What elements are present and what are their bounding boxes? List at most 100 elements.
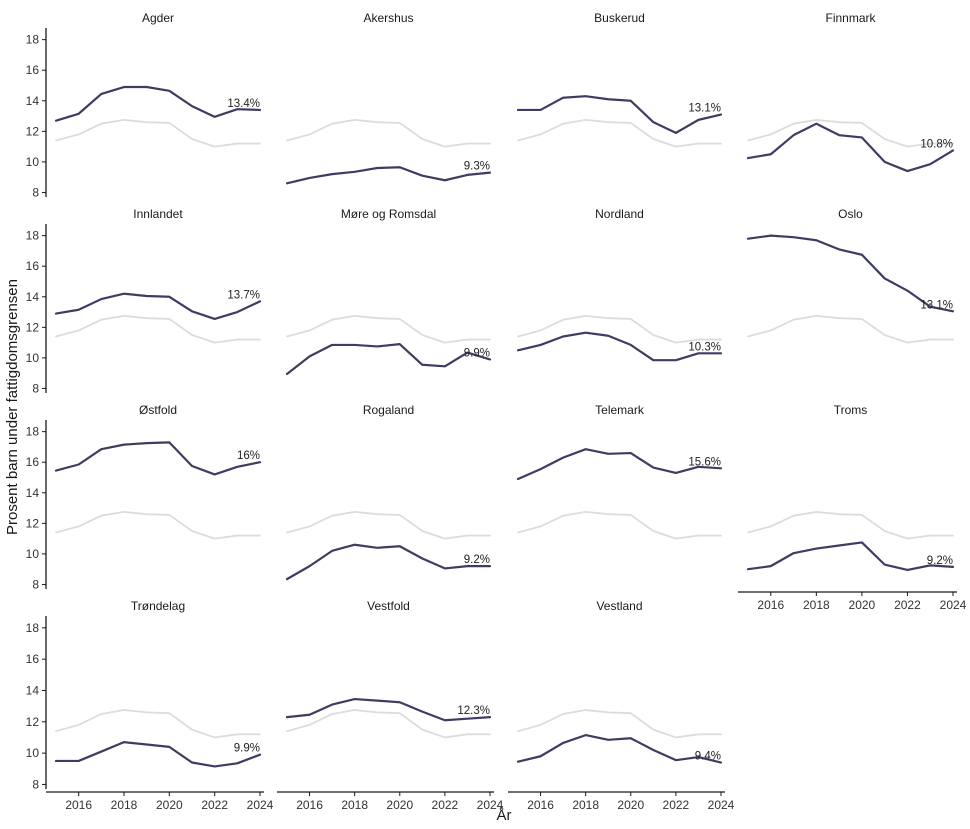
background-series-line <box>747 314 954 344</box>
x-tick-label: 2016 <box>757 598 784 612</box>
x-tick-label: 2018 <box>111 798 138 812</box>
y-tick-label: 14 <box>26 290 40 304</box>
y-tick-label: 16 <box>26 652 40 666</box>
background-series-line <box>517 314 722 344</box>
y-tick-label: 10 <box>26 746 40 760</box>
end-value-label: 9.2% <box>464 554 490 566</box>
y-tick-label: 16 <box>26 63 40 77</box>
x-tick-label: 2020 <box>386 798 413 812</box>
panel-buskerud: Buskerud 13.1% <box>516 11 723 148</box>
end-value-label: 15.6% <box>688 456 721 468</box>
x-tick-label: 2024 <box>247 798 274 812</box>
y-tick-label: 8 <box>32 381 39 395</box>
x-tick-label: 2024 <box>940 598 967 612</box>
series-line <box>54 441 262 476</box>
panel-ostfold: Østfold 16% 8 10 12 14 16 18 <box>26 403 262 591</box>
y-tick-label: 16 <box>26 259 40 273</box>
end-value-label: 10.3% <box>688 341 721 353</box>
panel-title: Agder <box>142 11 174 25</box>
panel-agder: Agder 13.4% 8 10 12 14 16 18 <box>26 11 262 199</box>
panel-title: Østfold <box>139 403 177 417</box>
panel-oslo: Oslo 13.1% <box>746 207 955 344</box>
panel-title: Innlandet <box>133 207 183 221</box>
panel-telemark: Telemark 15.6% <box>516 403 723 540</box>
panel-title: Akershus <box>363 11 413 25</box>
end-value-label: 10.8% <box>920 138 953 150</box>
x-tick-label: 2016 <box>296 798 323 812</box>
background-series-line <box>55 118 261 148</box>
panel-title: Vestfold <box>367 599 410 613</box>
series-line <box>54 292 262 321</box>
series-line <box>516 331 723 362</box>
background-series-line <box>747 510 954 540</box>
x-tick-label: 2020 <box>849 598 876 612</box>
panel-title: Oslo <box>838 207 863 221</box>
series-line <box>54 85 262 122</box>
panel-troms: Troms 9.2% 2016 2018 2020 2022 2024 <box>738 403 967 612</box>
background-series-line <box>286 510 491 540</box>
panel-title: Vestland <box>596 599 642 613</box>
panel-title: Telemark <box>595 403 645 417</box>
y-tick-label: 14 <box>26 683 40 697</box>
panel-innlandet: Innlandet 13.7% 8 10 12 14 16 18 <box>26 207 262 395</box>
series-line <box>516 734 723 764</box>
series-line <box>516 95 723 134</box>
y-tick-label: 10 <box>26 547 40 561</box>
panel-akershus: Akershus 9.3% <box>285 11 492 185</box>
y-axis-title: Prosent barn under fattigdomsgrensen <box>4 279 21 535</box>
panel-more-og-romsdal: Møre og Romsdal 9.9% <box>285 207 492 376</box>
y-tick-label: 8 <box>32 185 39 199</box>
panel-title: Troms <box>834 403 868 417</box>
background-series-line <box>286 314 491 344</box>
x-tick-label: 2020 <box>617 798 644 812</box>
x-tick-label: 2022 <box>894 598 921 612</box>
y-tick-label: 10 <box>26 351 40 365</box>
end-value-label: 16% <box>237 450 260 462</box>
x-tick-label: 2022 <box>201 798 228 812</box>
panel-trondelag: Trøndelag 9.9% 8 10 12 14 16 18 2016 2018 2020 2022… <box>26 599 274 812</box>
panel-nordland: Nordland 10.3% <box>516 207 723 362</box>
series-line <box>54 741 262 768</box>
series-line <box>746 122 955 173</box>
y-tick-label: 18 <box>26 425 40 439</box>
end-value-label: 13.7% <box>227 289 260 301</box>
x-tick-label: 2022 <box>432 798 459 812</box>
series-line <box>285 543 492 581</box>
panel-finnmark: Finnmark 10.8% <box>746 11 955 173</box>
y-tick-label: 10 <box>26 155 40 169</box>
end-value-label: 13.4% <box>227 98 260 110</box>
y-tick-label: 12 <box>26 715 40 729</box>
background-series-line <box>55 510 261 540</box>
y-tick-label: 14 <box>26 486 40 500</box>
background-series-line <box>55 709 261 739</box>
x-tick-label: 2018 <box>572 798 599 812</box>
y-tick-label: 12 <box>26 320 40 334</box>
background-series-line <box>747 118 954 148</box>
background-series-line <box>55 314 261 344</box>
x-tick-label: 2018 <box>341 798 368 812</box>
x-tick-label: 2016 <box>65 798 92 812</box>
series-line <box>746 541 955 572</box>
panel-title: Møre og Romsdal <box>341 207 436 221</box>
background-series-line <box>286 118 491 148</box>
y-tick-label: 12 <box>26 516 40 530</box>
y-tick-label: 18 <box>26 33 40 47</box>
x-tick-label: 2016 <box>527 798 554 812</box>
panel-rogaland: Rogaland 9.2% <box>285 403 492 581</box>
panel-title: Trøndelag <box>131 599 185 613</box>
background-series-line <box>517 118 722 148</box>
x-tick-label: 2018 <box>803 598 830 612</box>
panel-vestland: Vestland 9.4% 2016 2018 2020 2022 2024 <box>508 599 735 812</box>
series-line <box>746 234 955 313</box>
series-line <box>285 697 492 722</box>
y-tick-label: 18 <box>26 229 40 243</box>
x-tick-label: 2024 <box>477 798 504 812</box>
series-line <box>516 448 723 481</box>
series-line <box>285 343 492 376</box>
panel-title: Nordland <box>595 207 644 221</box>
panel-title: Rogaland <box>363 403 414 417</box>
x-axis-title: År <box>497 807 512 824</box>
panel-title: Finnmark <box>825 11 876 25</box>
y-tick-label: 8 <box>32 577 39 591</box>
